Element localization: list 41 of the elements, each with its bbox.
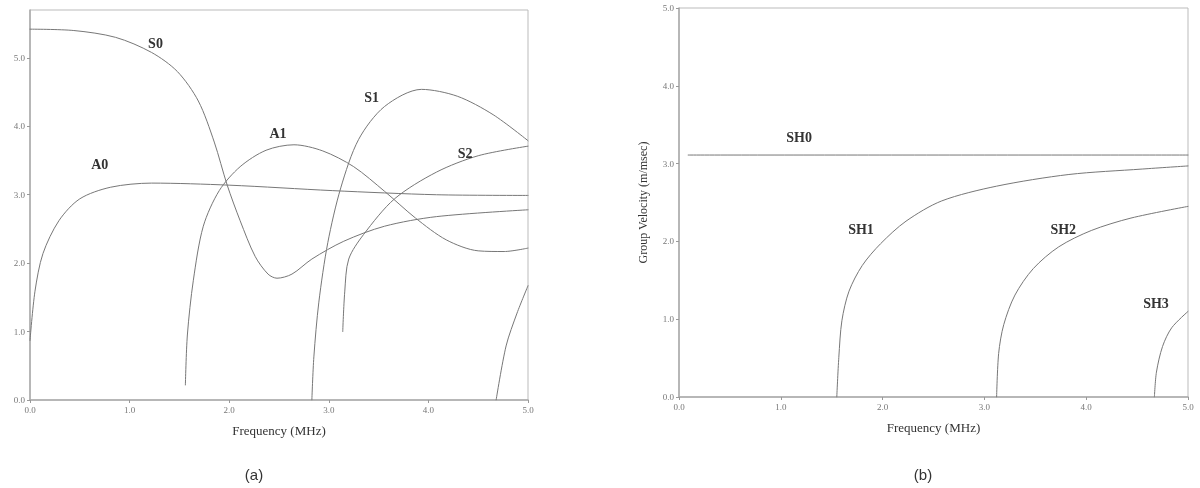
x-tick-label: 5.0 (1182, 401, 1195, 412)
x-tick-label: 4.0 (1080, 401, 1093, 412)
y-axis-title: Group Velocity (m/msec) (636, 141, 650, 264)
x-tick-label: 1.0 (775, 401, 787, 412)
x-tick-label: 3.0 (323, 404, 335, 415)
x-tick-label: 2.0 (223, 404, 236, 415)
y-tick-label: 4.0 (662, 80, 675, 91)
series-label: S0 (148, 35, 163, 51)
x-axis-title: Frequency (MHz) (232, 423, 326, 438)
y-tick-label: 3.0 (13, 189, 26, 200)
x-tick-label: 4.0 (422, 404, 435, 415)
line-series (1153, 310, 1189, 398)
line-series (996, 205, 1189, 398)
line-series (836, 165, 1189, 398)
text: (b) (913, 465, 933, 483)
y-tick-label: 4.0 (13, 121, 26, 132)
y-tick-label: 3.0 (662, 158, 675, 169)
text: (a) (244, 465, 264, 483)
y-tick-label: 2.0 (13, 258, 26, 269)
y-tick-label: 0.0 (662, 392, 675, 402)
series-label: SH0 (786, 129, 813, 145)
x-axis-title: Frequency (MHz) (886, 420, 981, 435)
x-tick-label: 0.0 (24, 404, 37, 415)
x-tick-label: 3.0 (978, 401, 991, 412)
series-label: SH2 (1050, 222, 1077, 238)
y-tick-label: 2.0 (662, 236, 675, 247)
y-tick-label: 1.0 (662, 314, 675, 325)
x-tick-label: 2.0 (876, 401, 889, 412)
x-tick-label: 0.0 (673, 401, 686, 412)
y-tick-label: 1.0 (13, 326, 26, 337)
y-tick-label: 5.0 (662, 3, 675, 13)
line-series (495, 285, 529, 401)
series-label: A1 (269, 126, 287, 142)
y-tick-label: 5.0 (13, 52, 26, 63)
series-label: S2 (457, 146, 473, 162)
series-label: A0 (91, 157, 109, 173)
series-label: SH3 (1143, 295, 1169, 311)
x-tick-label: 1.0 (123, 404, 136, 415)
series-label: SH1 (848, 221, 874, 237)
x-tick-label: 5.0 (522, 404, 535, 415)
series-label: S1 (364, 89, 379, 105)
